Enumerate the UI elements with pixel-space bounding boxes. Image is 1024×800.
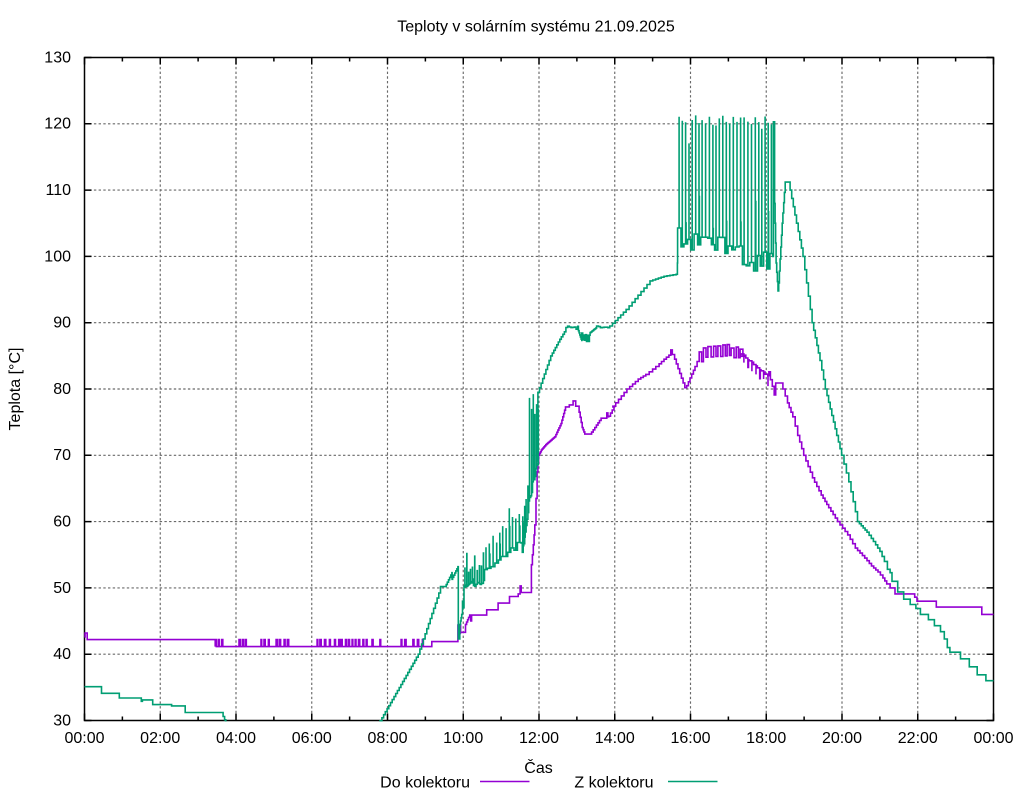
svg-text:Čas: Čas — [524, 758, 552, 777]
svg-text:70: 70 — [53, 447, 71, 464]
svg-text:130: 130 — [44, 49, 71, 66]
svg-text:30: 30 — [53, 712, 71, 729]
svg-text:110: 110 — [45, 182, 71, 199]
svg-text:60: 60 — [53, 514, 71, 531]
svg-text:Do kolektoru: Do kolektoru — [380, 775, 470, 792]
svg-text:90: 90 — [53, 315, 71, 332]
svg-text:40: 40 — [53, 646, 71, 663]
svg-text:18:00: 18:00 — [746, 730, 786, 747]
svg-text:100: 100 — [44, 248, 71, 265]
svg-text:120: 120 — [44, 116, 71, 133]
svg-text:04:00: 04:00 — [216, 730, 256, 747]
svg-text:Z kolektoru: Z kolektoru — [574, 775, 653, 792]
svg-text:16:00: 16:00 — [670, 730, 710, 747]
svg-text:14:00: 14:00 — [595, 730, 635, 747]
svg-text:08:00: 08:00 — [367, 730, 407, 747]
svg-text:02:00: 02:00 — [140, 730, 180, 747]
svg-text:00:00: 00:00 — [973, 730, 1013, 747]
svg-text:80: 80 — [53, 381, 71, 398]
svg-text:22:00: 22:00 — [898, 730, 938, 747]
svg-text:10:00: 10:00 — [443, 730, 483, 747]
svg-text:00:00: 00:00 — [64, 730, 104, 747]
svg-text:12:00: 12:00 — [519, 730, 559, 747]
svg-text:20:00: 20:00 — [822, 730, 862, 747]
svg-text:Teploty v solárním systému 21.: Teploty v solárním systému 21.09.2025 — [397, 19, 675, 36]
svg-text:50: 50 — [53, 580, 71, 597]
svg-text:Teplota [°C]: Teplota [°C] — [7, 348, 24, 431]
svg-text:06:00: 06:00 — [292, 730, 332, 747]
